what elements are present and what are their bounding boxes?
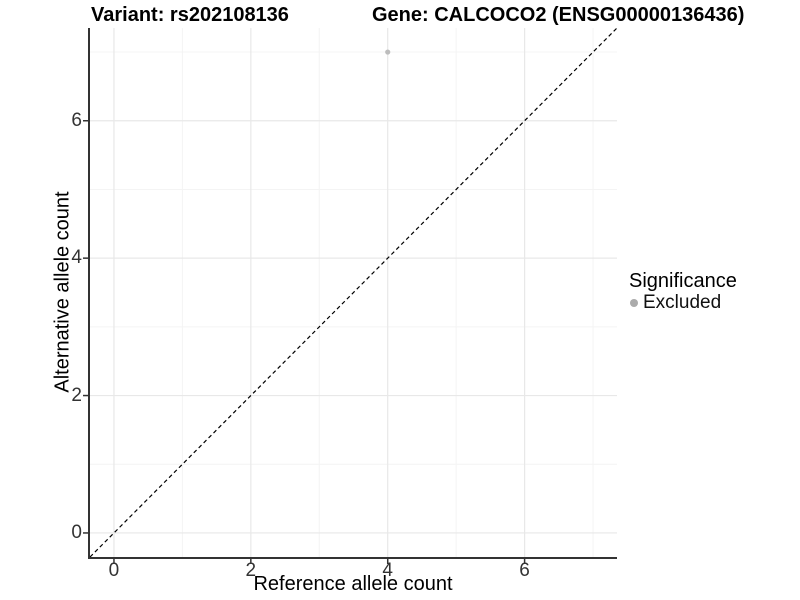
y-tick-label: 0 (71, 521, 82, 543)
variant-title: Variant: rs202108136 (91, 4, 289, 26)
identity-line (89, 27, 618, 558)
x-tick-label: 0 (108, 560, 120, 581)
legend-title: Significance (629, 270, 737, 292)
y-tick-label: 2 (71, 384, 82, 406)
x-tick-label: 6 (519, 560, 530, 581)
x-tick-label: 2 (245, 560, 257, 581)
y-tick-label: 4 (71, 247, 82, 269)
legend-entry-label: Excluded (643, 292, 722, 313)
y-tick-label: 6 (71, 109, 82, 131)
legend-entry-excluded: Excluded (630, 292, 737, 314)
legend: Significance Excluded (629, 270, 737, 314)
x-tick-label: 4 (382, 560, 393, 581)
y-axis-title: Alternative allele count (51, 191, 74, 393)
data-point-excluded (385, 49, 391, 55)
gene-title: Gene: CALCOCO2 (ENSG00000136436) (372, 4, 745, 26)
excluded-point-icon (630, 299, 638, 307)
x-axis-title: Reference allele count (253, 573, 453, 595)
